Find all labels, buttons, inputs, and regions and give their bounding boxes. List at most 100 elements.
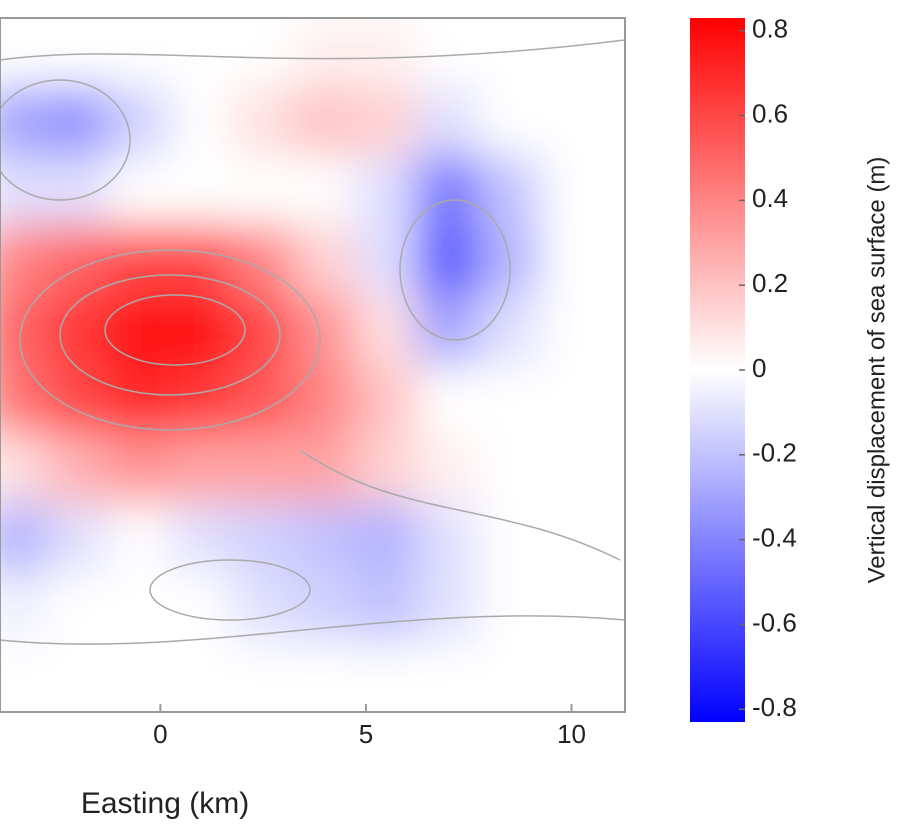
heat-cell	[46, 86, 110, 158]
colorbar-label: Vertical displacement of sea surface (m)	[863, 157, 890, 584]
heat-cell	[169, 18, 234, 89]
heat-cell	[46, 294, 110, 366]
heat-cell	[292, 364, 357, 436]
heat-cell	[478, 364, 542, 436]
heat-cell	[539, 433, 604, 505]
heat-cell	[539, 364, 604, 436]
heat-cell	[354, 364, 419, 436]
heat-cell	[231, 294, 295, 366]
heat-cell	[0, 294, 49, 366]
heat-cell	[107, 155, 172, 228]
heat-cell	[354, 572, 419, 644]
colorbar-tick-label: 0.8	[752, 14, 788, 44]
colorbar-tick-label: -0.6	[752, 607, 797, 637]
heat-cell	[231, 502, 295, 575]
heat-cell	[0, 364, 49, 436]
colorbar-tick-label: 0.2	[752, 268, 788, 298]
heat-cell	[46, 18, 110, 89]
colorbar-tick-label: -0.2	[752, 438, 797, 468]
heat-cell	[169, 433, 234, 505]
heat-cell	[354, 18, 419, 89]
heat-cell	[416, 18, 481, 89]
heat-cell	[478, 641, 542, 712]
heat-cell	[231, 18, 295, 89]
heat-cell	[539, 225, 604, 297]
heat-cell	[478, 155, 542, 228]
heat-cell	[231, 641, 295, 712]
heat-cell	[354, 155, 419, 228]
heat-cell	[416, 225, 481, 297]
heat-cell	[292, 86, 357, 158]
heat-cell	[539, 155, 604, 228]
heat-cell	[354, 225, 419, 297]
heat-cell	[169, 502, 234, 575]
heat-cell	[0, 572, 49, 644]
heat-cell	[46, 572, 110, 644]
heat-cell	[46, 641, 110, 712]
heat-cell	[292, 225, 357, 297]
heat-cell	[107, 18, 172, 89]
heat-cell	[169, 225, 234, 297]
heat-cell	[416, 502, 481, 575]
heat-cell	[292, 433, 357, 505]
colorbar-tick-label: 0	[752, 353, 766, 383]
x-axis-label: Easting (km)	[81, 787, 249, 820]
heat-cell	[107, 433, 172, 505]
heat-cell	[354, 433, 419, 505]
heat-cell	[478, 86, 542, 158]
heat-cell	[354, 294, 419, 366]
heat-cell	[107, 364, 172, 436]
heatmap	[0, 18, 604, 712]
heat-cell	[416, 86, 481, 158]
heat-cell	[478, 433, 542, 505]
heat-cell	[292, 572, 357, 644]
heat-cell	[46, 502, 110, 575]
heat-cell	[169, 572, 234, 644]
heat-cell	[539, 86, 604, 158]
heat-cell	[292, 641, 357, 712]
heat-cell	[292, 155, 357, 228]
heat-cell	[354, 86, 419, 158]
heat-cell	[292, 502, 357, 575]
heat-cell	[0, 502, 49, 575]
heat-cell	[539, 294, 604, 366]
heat-cell	[0, 86, 49, 158]
heat-cell	[354, 641, 419, 712]
colorbar-tick-label: -0.8	[752, 692, 797, 722]
colorbar-tick-label: 0.6	[752, 98, 788, 128]
colorbar	[690, 18, 745, 722]
heat-cell	[539, 641, 604, 712]
heat-cell	[107, 294, 172, 366]
plot-frame	[0, 17, 626, 713]
x-tick-label: 0	[153, 719, 167, 749]
contours	[0, 39, 625, 645]
heat-cell	[169, 294, 234, 366]
heat-cell	[107, 225, 172, 297]
heat-cell	[107, 641, 172, 712]
heat-cell	[0, 18, 49, 89]
x-tick-label: 10	[557, 719, 586, 749]
heat-cell	[416, 364, 481, 436]
heat-cell	[292, 294, 357, 366]
x-tick-label: 5	[359, 719, 373, 749]
heat-cell	[231, 364, 295, 436]
heat-cell	[231, 572, 295, 644]
heat-cell	[46, 364, 110, 436]
heat-cell	[0, 225, 49, 297]
heat-cell	[0, 641, 49, 712]
heat-cell	[416, 572, 481, 644]
heat-cell	[107, 572, 172, 644]
heat-cell	[169, 155, 234, 228]
heat-cell	[107, 502, 172, 575]
heat-cell	[354, 502, 419, 575]
heat-cell	[169, 641, 234, 712]
heat-cell	[231, 433, 295, 505]
heat-cell	[46, 433, 110, 505]
heat-cell	[478, 294, 542, 366]
heat-cell	[46, 155, 110, 228]
heat-cell	[416, 155, 481, 228]
colorbar-tick-label: 0.4	[752, 183, 788, 213]
heat-cell	[107, 86, 172, 158]
heat-cell	[539, 18, 604, 89]
